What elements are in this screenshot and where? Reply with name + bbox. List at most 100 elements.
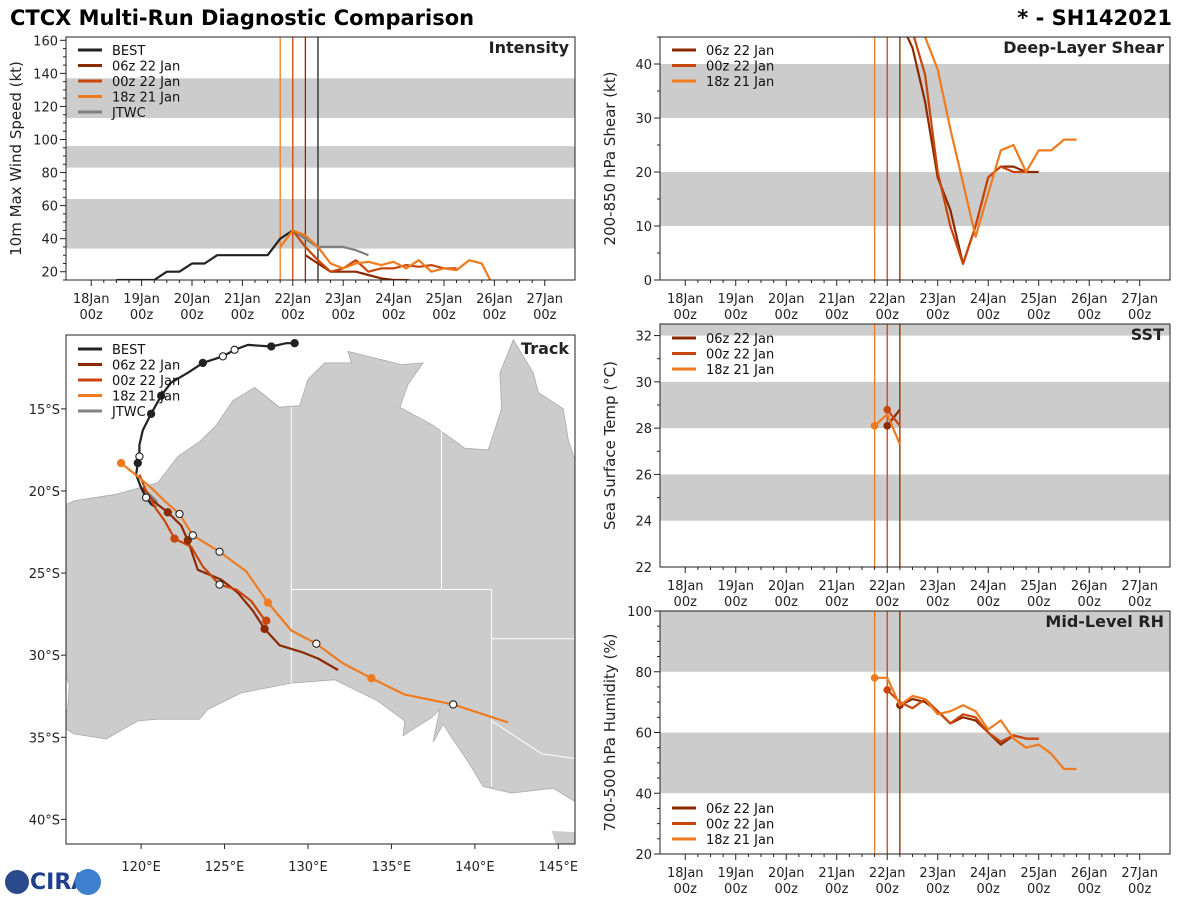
- lat-tick-label: 20°S: [29, 485, 60, 500]
- track-position-marker: [141, 493, 151, 502]
- legend-label: 00z 22 Jan: [112, 75, 180, 90]
- x-tick-label: 00z: [724, 308, 748, 323]
- x-tick-label: 00z: [977, 595, 1001, 610]
- x-tick-label: 23Jan: [919, 866, 956, 881]
- x-tick-label: 22Jan: [869, 866, 906, 881]
- x-tick-label: 20Jan: [768, 292, 805, 307]
- track-position-marker: [367, 674, 376, 683]
- x-tick-label: 20Jan: [768, 579, 805, 594]
- sst-frame: [659, 323, 1171, 568]
- x-tick-label: 00z: [1128, 882, 1152, 897]
- x-tick-label: 22Jan: [869, 579, 906, 594]
- y-tick-label: 100: [33, 133, 58, 148]
- legend-label: 18z 21 Jan: [112, 91, 180, 106]
- track-position-marker: [260, 624, 269, 634]
- x-tick-label: 27Jan: [1121, 292, 1158, 307]
- series-start-dot: [883, 405, 892, 414]
- legend-label: 00z 22 Jan: [706, 348, 774, 363]
- x-tick-label: 21Jan: [818, 866, 855, 881]
- track-position-marker: [262, 616, 271, 625]
- track-position-marker: [116, 458, 126, 468]
- y-tick-label: 100: [627, 605, 652, 620]
- shear-band-0: [660, 172, 1170, 226]
- sst-ylabel: Sea Surface Temp (°C): [601, 361, 619, 530]
- x-tick-label: 00z: [876, 882, 900, 897]
- series-BEST: [116, 229, 319, 280]
- x-tick-label: 00z: [80, 308, 104, 323]
- intensity-plot-area: [66, 37, 575, 280]
- x-tick-label: 22Jan: [274, 292, 311, 307]
- x-tick-label: 00z: [775, 595, 799, 610]
- track-plot-area: [66, 339, 575, 844]
- x-tick-label: 27Jan: [1121, 866, 1158, 881]
- series-start-dot: [883, 422, 892, 430]
- x-tick-label: 00z: [432, 308, 456, 323]
- lat-tick-label: 25°S: [29, 567, 60, 582]
- series-18z-21-Jan: [873, 413, 901, 445]
- track-position-marker: [215, 547, 224, 556]
- series-start-dot: [870, 422, 879, 430]
- x-tick-label: 24Jan: [970, 866, 1007, 881]
- figure-title: CTCX Multi-Run Diagnostic Comparison: [10, 6, 474, 30]
- legend-label: 06z 22 Jan: [112, 60, 180, 75]
- x-tick-label: 23Jan: [919, 579, 956, 594]
- series-18z-21-Jan: [874, 676, 1077, 771]
- shear-plot-area: [660, 37, 1170, 280]
- shear-frame: [659, 36, 1171, 281]
- y-tick-label: 160: [33, 34, 58, 49]
- legend-label: 18z 21 Jan: [112, 390, 180, 405]
- series-00z-22-Jan: [886, 689, 1039, 743]
- intensity-band-0: [66, 199, 575, 249]
- x-tick-label: 00z: [876, 595, 900, 610]
- x-tick-label: 00z: [231, 308, 255, 323]
- x-tick-label: 26Jan: [1071, 292, 1108, 307]
- sst-plot-area: [660, 324, 1170, 567]
- lat-tick-label: 30°S: [29, 649, 60, 664]
- track-position-marker: [188, 531, 197, 540]
- intensity-panel: 2040608010012014016018Jan00z19Jan00z20Ja…: [7, 34, 576, 323]
- x-tick-label: 27Jan: [1121, 579, 1158, 594]
- x-tick-label: 18Jan: [667, 866, 704, 881]
- x-tick-label: 21Jan: [818, 292, 855, 307]
- x-tick-label: 00z: [977, 308, 1001, 323]
- x-tick-label: 25Jan: [1020, 866, 1057, 881]
- y-tick-label: 10: [635, 220, 652, 235]
- track-frame: [65, 334, 576, 845]
- legend-label: 06z 22 Jan: [706, 802, 774, 817]
- x-tick-label: 00z: [977, 882, 1001, 897]
- rh-panel-title: Mid-Level RH: [1045, 612, 1164, 631]
- shear-panel-title: Deep-Layer Shear: [1003, 38, 1164, 57]
- rh-band-1: [660, 611, 1170, 672]
- lon-tick-label: 125°E: [205, 860, 245, 875]
- x-tick-label: 26Jan: [1071, 579, 1108, 594]
- x-tick-label: 00z: [1027, 595, 1051, 610]
- state-border: [491, 720, 575, 760]
- x-tick-label: 23Jan: [919, 292, 956, 307]
- y-tick-label: 28: [635, 422, 652, 437]
- y-tick-label: 22: [635, 561, 652, 576]
- lon-tick-label: 145°E: [539, 860, 579, 875]
- sst-band-1: [660, 381, 1170, 429]
- x-tick-label: 00z: [1078, 882, 1102, 897]
- legend-label: 06z 22 Jan: [706, 332, 774, 347]
- track-position-marker: [449, 700, 458, 709]
- rh-panel: 2040608010018Jan00z19Jan00z20Jan00z21Jan…: [601, 605, 1171, 897]
- y-tick-label: 20: [635, 848, 652, 863]
- track-position-marker: [183, 536, 192, 545]
- x-tick-label: 00z: [1078, 595, 1102, 610]
- x-tick-label: 19Jan: [717, 579, 754, 594]
- x-tick-label: 20Jan: [174, 292, 211, 307]
- series-00z-22-Jan: [912, 37, 1027, 265]
- y-tick-label: 80: [41, 167, 58, 182]
- x-tick-label: 00z: [1128, 308, 1152, 323]
- lat-tick-label: 15°S: [29, 403, 60, 418]
- track-map-panel: Track 120°E 125°E 130°E 135°E 140°E 145°E 15°S 2…: [29, 334, 579, 875]
- x-tick-label: 00z: [1078, 308, 1102, 323]
- y-tick-label: 40: [635, 787, 652, 802]
- track-position-marker: [133, 458, 142, 468]
- x-tick-label: 27Jan: [526, 292, 563, 307]
- intensity-panel-title: Intensity: [489, 38, 570, 57]
